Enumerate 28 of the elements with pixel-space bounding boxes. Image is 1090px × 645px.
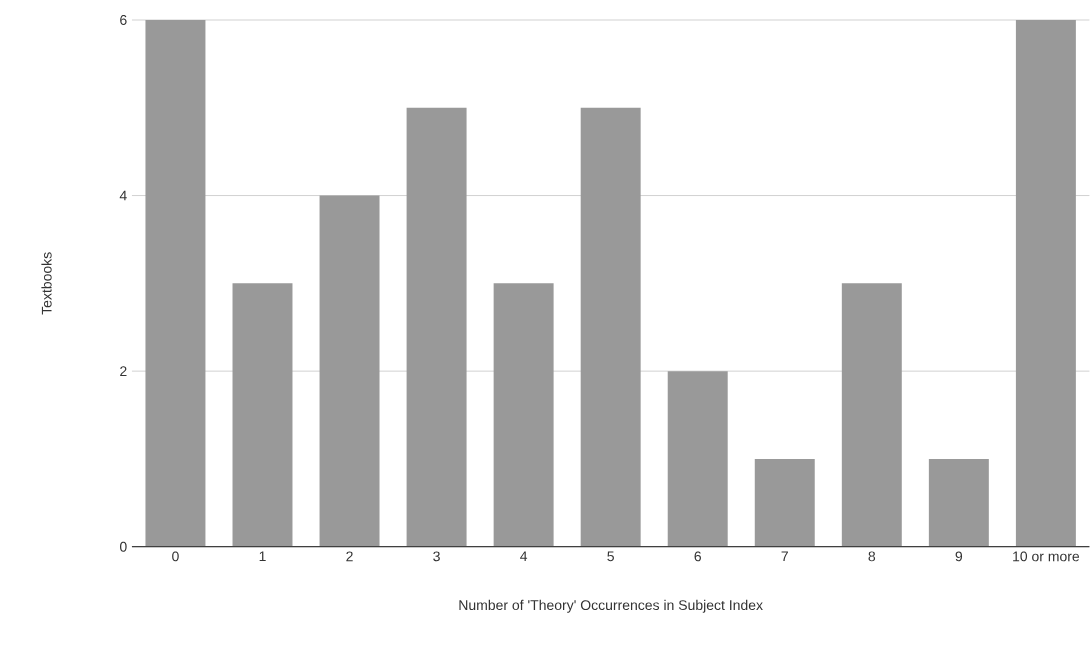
x-tick-label: 5: [607, 551, 614, 562]
bar: [319, 195, 380, 547]
bar: [754, 459, 815, 547]
y-tick-label: 4: [119, 190, 127, 201]
bar: [580, 107, 641, 547]
y-tick-label: 0: [119, 541, 127, 552]
x-tick-label: 8: [868, 551, 876, 562]
bar: [667, 371, 728, 547]
y-tick-label: 2: [120, 366, 127, 377]
x-tick-label: 1: [259, 551, 266, 562]
x-axis-title: Number of 'Theory' Occurrences in Subject Index: [459, 599, 763, 613]
x-tick-label: 2: [346, 551, 353, 562]
x-tick-label: 9: [955, 551, 963, 562]
bar: [928, 459, 989, 547]
bar: [493, 283, 554, 547]
bar: [406, 107, 467, 547]
bar: [1015, 20, 1076, 547]
y-tick-label: 6: [120, 15, 127, 26]
x-tick-label: 4: [520, 551, 528, 562]
x-tick-label: 6: [694, 551, 701, 562]
x-tick-label: 0: [172, 551, 179, 562]
x-tick-label: 10 or more: [1013, 551, 1080, 562]
x-tick-label: 3: [433, 551, 440, 562]
y-axis-title: Textbooks: [41, 252, 52, 315]
x-tick-label: 7: [781, 551, 788, 562]
bar: [145, 20, 206, 547]
bar: [841, 283, 902, 547]
bar: [232, 283, 293, 547]
